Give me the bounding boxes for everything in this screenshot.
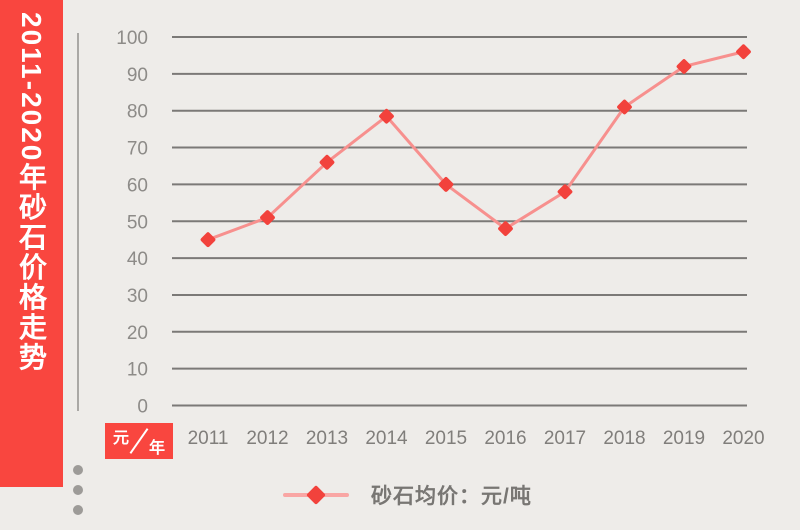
data-point-2014 bbox=[379, 108, 394, 124]
x-tick-label: 2017 bbox=[544, 428, 586, 449]
unit-numerator: 元 bbox=[113, 430, 130, 447]
data-point-2012 bbox=[260, 210, 275, 225]
data-point-2020 bbox=[736, 44, 751, 60]
legend: 砂石均价：元/吨 bbox=[283, 480, 532, 510]
data-point-2017 bbox=[557, 184, 573, 200]
y-tick-label: 90 bbox=[127, 65, 148, 86]
decor-dot bbox=[73, 485, 83, 495]
y-tick-label: 20 bbox=[127, 323, 148, 344]
data-point-2011 bbox=[200, 232, 216, 248]
legend-diamond-icon bbox=[306, 485, 326, 505]
data-point-2015 bbox=[438, 177, 454, 192]
x-tick-label: 2015 bbox=[425, 428, 467, 449]
y-axis-line bbox=[77, 33, 79, 411]
decor-dot bbox=[73, 505, 83, 515]
legend-label: 砂石均价：元/吨 bbox=[371, 485, 532, 508]
x-tick-label: 2018 bbox=[603, 428, 645, 449]
unit-denominator: 年 bbox=[148, 440, 165, 457]
x-tick-label: 2014 bbox=[365, 428, 408, 449]
page-title: 2011-2020年砂石价格走势 bbox=[16, 12, 47, 373]
y-tick-label: 0 bbox=[137, 397, 148, 418]
title-banner: 2011-2020年砂石价格走势 bbox=[0, 0, 63, 487]
data-point-2013 bbox=[319, 154, 335, 170]
y-tick-label: 80 bbox=[127, 102, 148, 123]
y-tick-label: 100 bbox=[116, 28, 148, 49]
axis-unit-box: 元 年 bbox=[105, 423, 173, 459]
data-point-2019 bbox=[676, 59, 692, 74]
unit-slash-icon bbox=[129, 428, 149, 454]
price-line bbox=[206, 50, 745, 242]
data-point-2016 bbox=[498, 221, 513, 236]
y-tick-label: 10 bbox=[127, 360, 148, 381]
x-tick-label: 2020 bbox=[722, 428, 764, 449]
decor-dot bbox=[73, 465, 83, 475]
legend-line-marker-icon bbox=[283, 482, 349, 508]
y-tick-label: 70 bbox=[127, 139, 148, 160]
x-tick-label: 2012 bbox=[246, 428, 288, 449]
x-tick-label: 2016 bbox=[484, 428, 526, 449]
y-tick-label: 60 bbox=[127, 175, 148, 196]
y-tick-label: 40 bbox=[127, 249, 148, 270]
x-tick-label: 2013 bbox=[306, 428, 348, 449]
x-tick-label: 2019 bbox=[663, 428, 705, 449]
decor-dots bbox=[73, 465, 83, 515]
y-tick-label: 30 bbox=[127, 286, 148, 307]
data-point-2018 bbox=[617, 99, 632, 115]
x-tick-label: 2011 bbox=[188, 428, 229, 449]
y-tick-label: 50 bbox=[127, 212, 148, 233]
